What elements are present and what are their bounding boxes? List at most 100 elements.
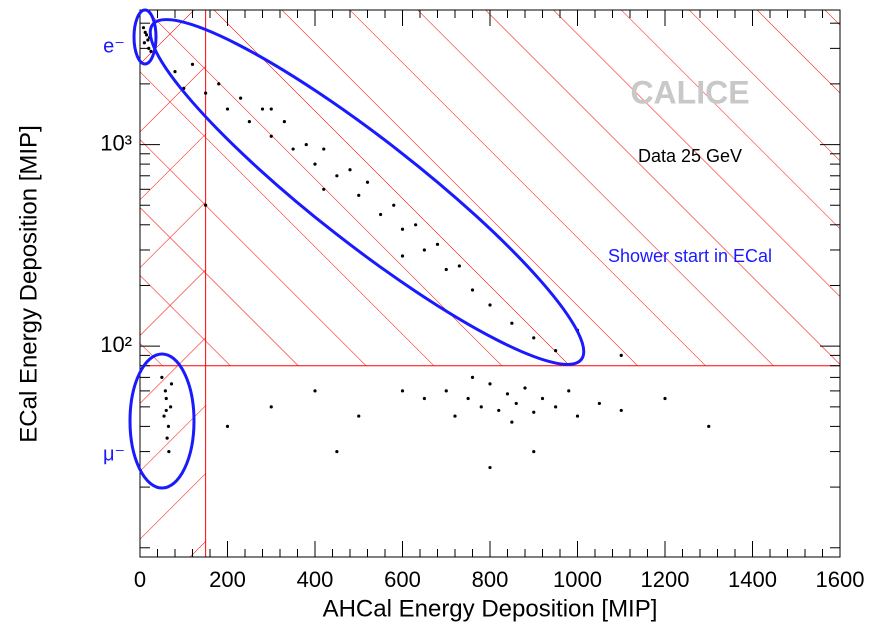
point [619, 353, 623, 357]
point [164, 396, 168, 401]
point [169, 382, 174, 386]
point [414, 223, 418, 227]
point [269, 405, 273, 409]
annotation: μ⁻ [103, 443, 125, 465]
point [204, 91, 208, 95]
point [269, 107, 273, 111]
point [313, 162, 317, 166]
point [523, 386, 527, 390]
point [422, 396, 426, 401]
point [707, 424, 711, 428]
point [335, 449, 339, 454]
point [444, 267, 448, 272]
x-tick-label: 1200 [641, 567, 690, 592]
annotation: Shower start in ECal [608, 246, 772, 266]
x-tick-label: 1400 [728, 567, 777, 592]
point [400, 254, 405, 258]
point [532, 449, 536, 454]
annotation: e⁻ [103, 35, 125, 57]
point [141, 26, 146, 30]
point [554, 349, 558, 353]
point [400, 227, 405, 231]
x-tick-label: 200 [209, 567, 246, 592]
point [162, 414, 166, 418]
point [357, 193, 361, 197]
x-tick-label: 1000 [553, 567, 602, 592]
point [392, 203, 396, 207]
annotation: Data 25 GeV [638, 146, 742, 166]
point [143, 30, 147, 35]
point [400, 389, 405, 393]
point [322, 187, 326, 191]
point [269, 134, 273, 138]
point [497, 408, 501, 413]
point [225, 107, 230, 111]
logo: CALICE [630, 74, 749, 110]
point [567, 389, 571, 393]
point [169, 405, 173, 409]
point [532, 336, 536, 340]
shower-ellipse [148, 18, 586, 366]
electron-ellipse [132, 8, 158, 66]
point [422, 248, 426, 252]
point [540, 396, 545, 401]
point [304, 142, 308, 147]
point [144, 33, 149, 37]
point [488, 303, 492, 307]
point [260, 107, 265, 111]
point [466, 396, 470, 401]
point [510, 420, 514, 424]
point [335, 174, 339, 178]
point [532, 410, 536, 414]
point [149, 49, 153, 53]
x-tick-label: 400 [297, 567, 334, 592]
x-tick-label: 1600 [816, 567, 865, 592]
point [488, 382, 492, 386]
point [357, 414, 361, 418]
point [291, 147, 295, 151]
point [597, 401, 601, 406]
point [173, 70, 177, 74]
point [167, 449, 171, 454]
cut-region [140, 10, 206, 557]
point [505, 392, 510, 396]
point [142, 41, 146, 45]
point [166, 424, 171, 428]
point [225, 424, 230, 428]
point [282, 119, 286, 124]
x-tick-label: 800 [472, 567, 509, 592]
point [163, 389, 167, 393]
point [453, 414, 457, 418]
point [313, 389, 317, 393]
y-tick-label: 10³ [100, 130, 132, 155]
x-tick-label: 600 [384, 567, 421, 592]
point [457, 264, 461, 268]
point [379, 212, 383, 217]
point [322, 147, 326, 151]
point [165, 436, 169, 440]
x-axis-label: AHCal Energy Deposition [MIP] [323, 595, 658, 622]
point [488, 465, 492, 470]
y-tick-label: 10² [100, 332, 132, 357]
point [575, 414, 580, 418]
point [510, 321, 514, 325]
point [217, 82, 221, 86]
point [470, 288, 475, 292]
point [663, 396, 667, 401]
muon-ellipse [128, 352, 196, 490]
point [365, 180, 370, 184]
point [348, 168, 352, 172]
point [247, 119, 251, 124]
x-tick-label: 0 [134, 567, 146, 592]
point [479, 405, 483, 409]
point [239, 96, 243, 100]
point [160, 375, 164, 379]
point [146, 38, 150, 42]
y-axis-label: ECal Energy Deposition [MIP] [15, 125, 42, 442]
point [190, 62, 195, 66]
point [514, 401, 518, 406]
point [164, 408, 168, 413]
point [470, 375, 475, 379]
point [444, 389, 448, 393]
